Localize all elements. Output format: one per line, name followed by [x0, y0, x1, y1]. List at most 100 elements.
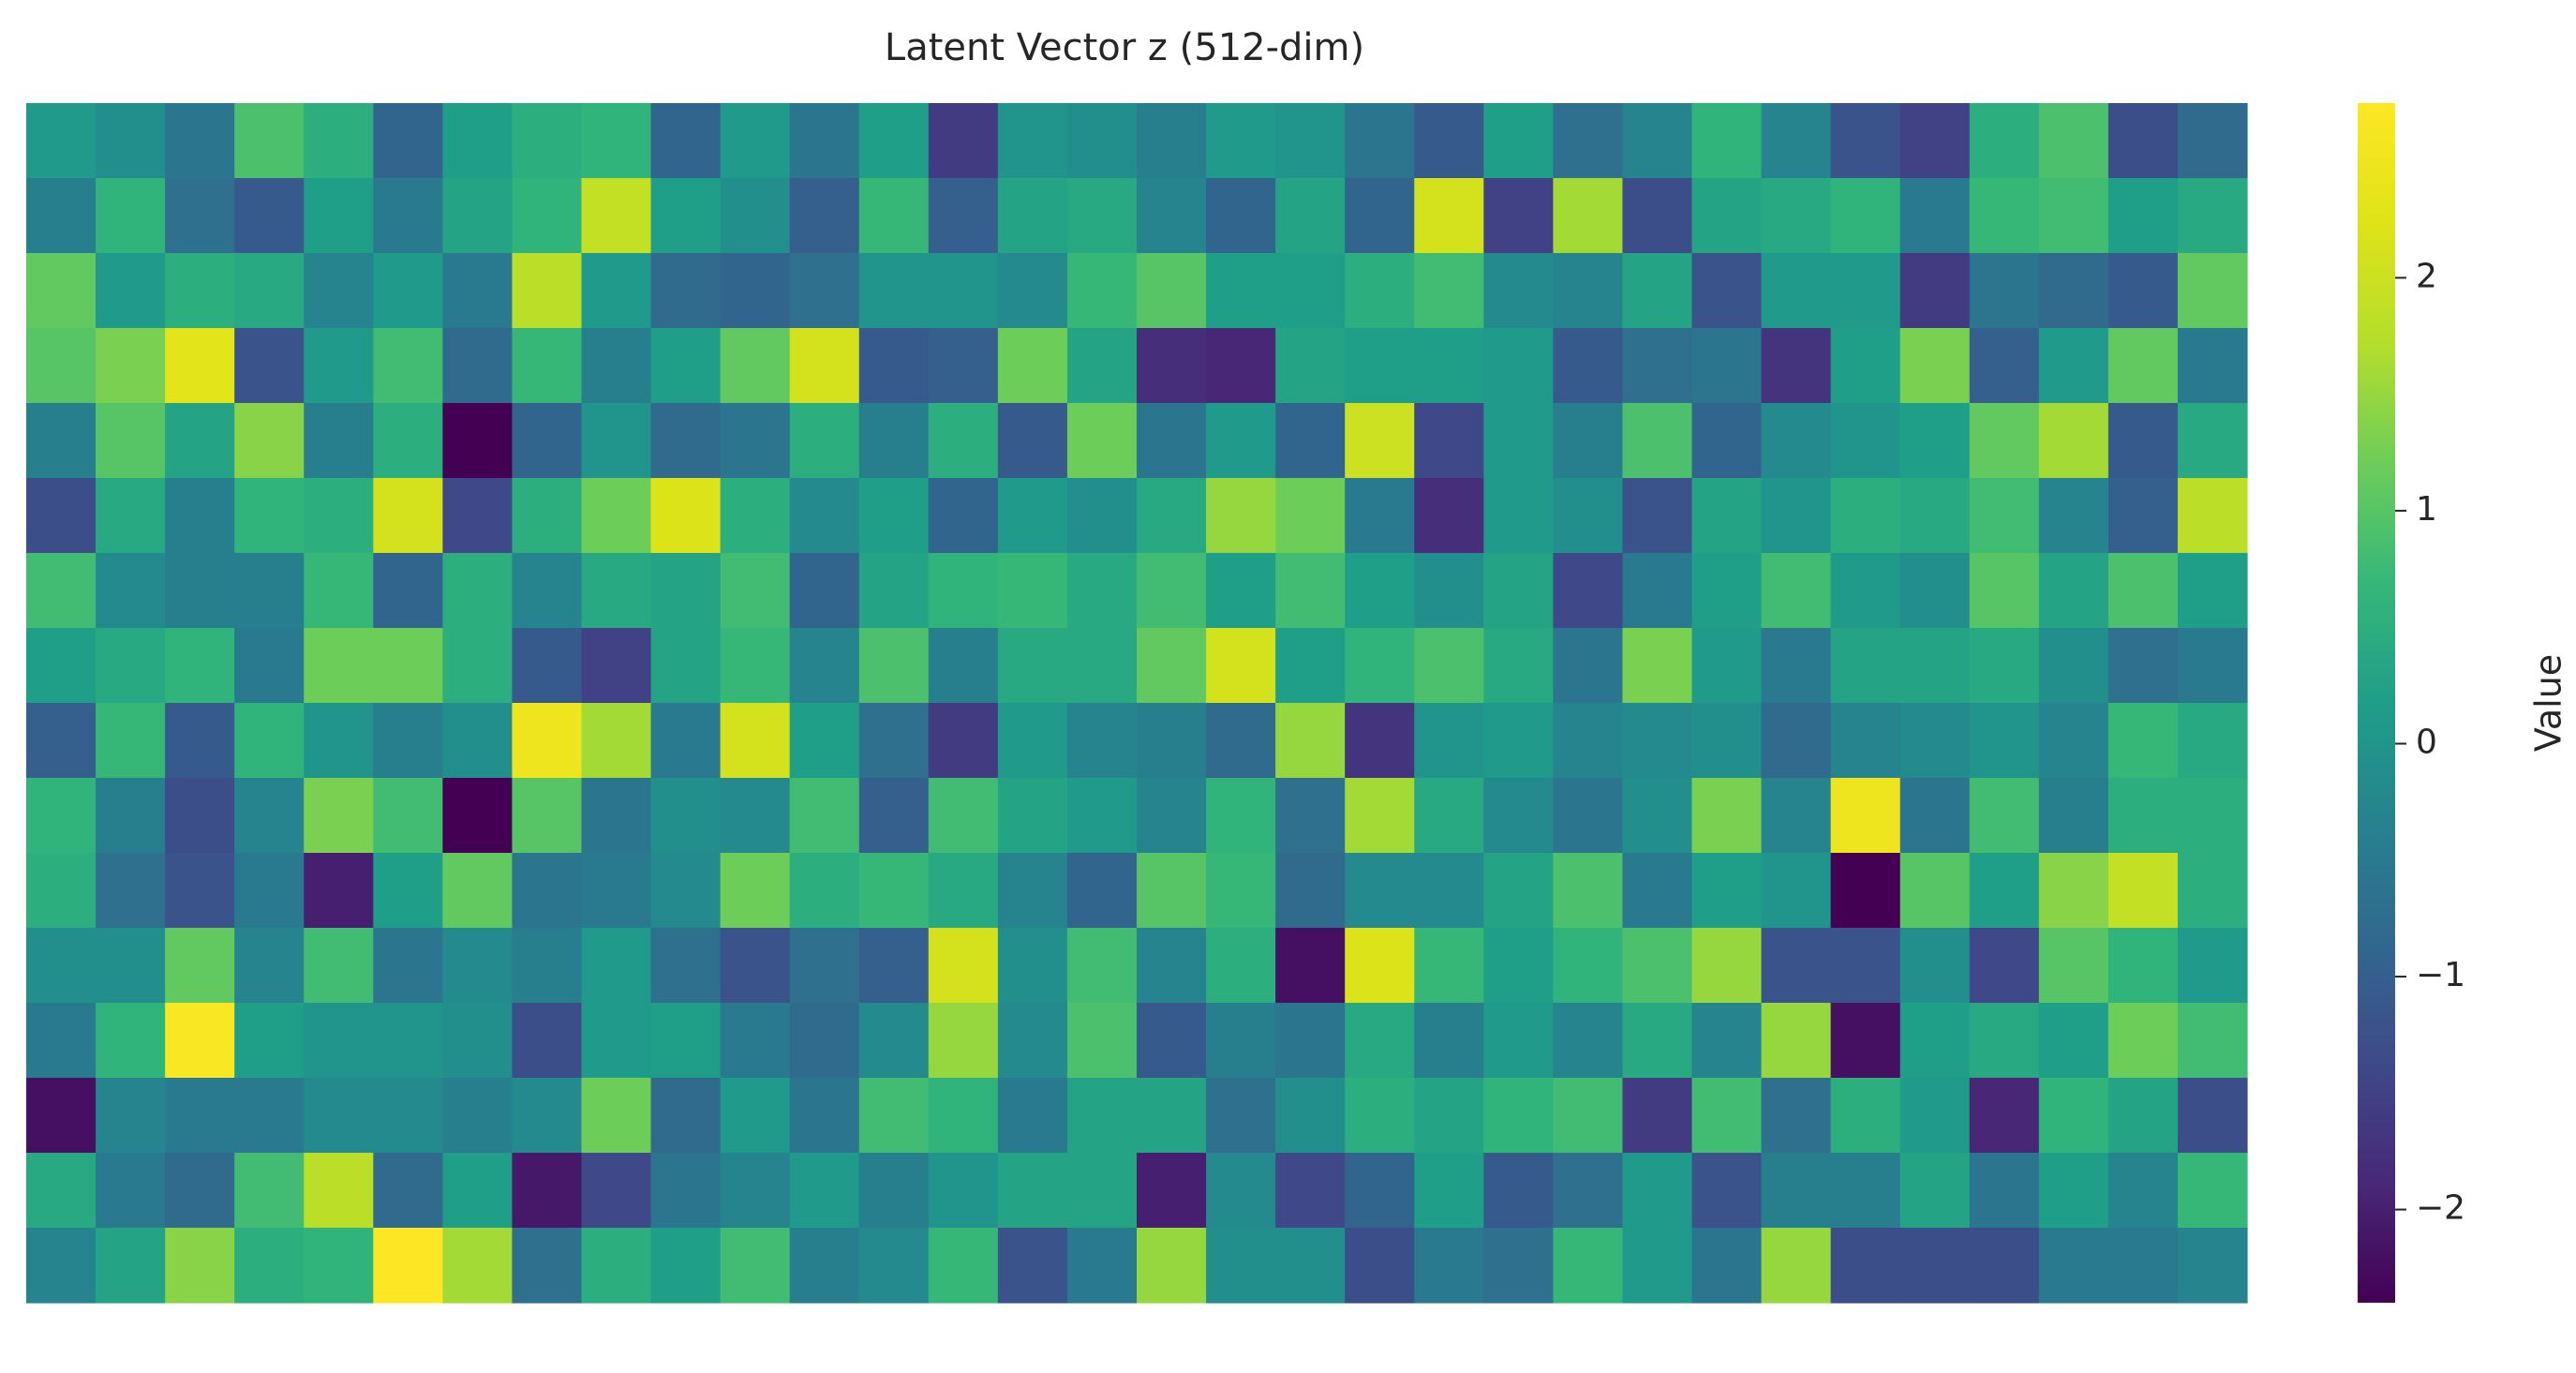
heatmap-cell — [1899, 1003, 1971, 1079]
heatmap-cell — [2038, 1153, 2109, 1229]
heatmap-cell — [96, 853, 166, 929]
heatmap-cell — [96, 478, 166, 554]
heatmap-cell — [304, 103, 374, 179]
heatmap-cell — [26, 253, 97, 329]
heatmap-cell — [997, 703, 1068, 779]
heatmap-cell — [2107, 928, 2179, 1004]
heatmap-cell — [1830, 1228, 1901, 1304]
heatmap-cell — [1483, 553, 1554, 629]
heatmap-cell — [26, 328, 97, 404]
heatmap-cell — [1275, 628, 1346, 704]
heatmap-cell — [304, 328, 374, 404]
heatmap-cell — [2038, 253, 2109, 329]
heatmap-cell — [720, 703, 791, 779]
heatmap-cell — [1830, 853, 1901, 929]
heatmap-cell — [997, 778, 1068, 854]
heatmap-cell — [234, 253, 305, 329]
heatmap-cell — [165, 1228, 235, 1304]
heatmap-cell — [512, 628, 583, 704]
heatmap-cell — [26, 553, 97, 629]
heatmap-cell — [789, 253, 860, 329]
heatmap-cell — [96, 178, 166, 254]
heatmap-cell — [1206, 1078, 1276, 1154]
colorbar-tick-label: 2 — [2416, 257, 2437, 295]
heatmap-cell — [789, 328, 860, 404]
heatmap-cell — [1830, 1003, 1901, 1079]
heatmap-cell — [1969, 778, 2040, 854]
heatmap-cell — [1137, 628, 1207, 704]
heatmap-cell — [165, 103, 235, 179]
heatmap-cell — [1830, 553, 1901, 629]
heatmap-cell — [1066, 928, 1138, 1004]
heatmap-cell — [650, 103, 722, 179]
heatmap-cell — [720, 1003, 791, 1079]
heatmap-cell — [1137, 778, 1207, 854]
heatmap-cell — [1969, 403, 2040, 479]
heatmap-cell — [373, 328, 443, 404]
heatmap-cell — [1761, 1003, 1832, 1079]
heatmap-cell — [1691, 853, 1763, 929]
heatmap-cell — [858, 1228, 930, 1304]
heatmap-cell — [1206, 778, 1276, 854]
heatmap-cell — [720, 178, 791, 254]
heatmap-cell — [2107, 328, 2179, 404]
heatmap-cell — [1830, 103, 1901, 179]
heatmap-cell — [1066, 1228, 1138, 1304]
heatmap-cell — [1137, 1228, 1207, 1304]
heatmap-cell — [512, 328, 583, 404]
heatmap-cell — [26, 928, 97, 1004]
heatmap-cell — [1275, 703, 1346, 779]
heatmap-cell — [442, 703, 514, 779]
heatmap-cell — [1137, 178, 1207, 254]
heatmap-cell — [1622, 328, 1693, 404]
heatmap-cell — [928, 328, 999, 404]
heatmap-cell — [1899, 478, 1971, 554]
heatmap-cell — [96, 1078, 166, 1154]
heatmap-cell — [1622, 103, 1693, 179]
heatmap-cell — [1414, 703, 1484, 779]
heatmap-cell — [1414, 1228, 1484, 1304]
heatmap-cell — [512, 553, 583, 629]
heatmap-cell — [1275, 778, 1346, 854]
heatmap-cell — [1691, 1078, 1763, 1154]
heatmap-cell — [581, 1003, 652, 1079]
heatmap-cell — [650, 253, 722, 329]
heatmap-cell — [96, 778, 166, 854]
heatmap-cell — [1414, 403, 1484, 479]
heatmap-cell — [1345, 553, 1415, 629]
heatmap-cell — [928, 403, 999, 479]
heatmap-cell — [1761, 628, 1832, 704]
heatmap-cell — [165, 778, 235, 854]
heatmap-cell — [1066, 628, 1138, 704]
heatmap-cell — [789, 1078, 860, 1154]
heatmap-cell — [858, 553, 930, 629]
heatmap-cell — [1206, 1003, 1276, 1079]
heatmap-cell — [1066, 1003, 1138, 1079]
heatmap-cell — [1691, 1153, 1763, 1229]
heatmap-cell — [304, 1078, 374, 1154]
heatmap-cell — [581, 253, 652, 329]
heatmap-cell — [789, 778, 860, 854]
heatmap-cell — [858, 853, 930, 929]
heatmap-cell — [1969, 178, 2040, 254]
heatmap-cell — [928, 1153, 999, 1229]
heatmap-cell — [650, 553, 722, 629]
heatmap-cell — [1206, 703, 1276, 779]
heatmap-cell — [858, 1003, 930, 1079]
heatmap-cell — [1761, 103, 1832, 179]
heatmap-cell — [2107, 853, 2179, 929]
heatmap-cell — [512, 478, 583, 554]
heatmap-cell — [1137, 553, 1207, 629]
heatmap-cell — [442, 1228, 514, 1304]
heatmap-cell — [1622, 628, 1693, 704]
heatmap-cell — [304, 928, 374, 1004]
heatmap-cell — [1066, 778, 1138, 854]
heatmap-cell — [165, 403, 235, 479]
heatmap-cell — [928, 1003, 999, 1079]
heatmap-cell — [1691, 703, 1763, 779]
heatmap-cell — [650, 928, 722, 1004]
heatmap-cell — [1761, 478, 1832, 554]
heatmap-cell — [234, 628, 305, 704]
heatmap-cell — [720, 403, 791, 479]
heatmap-cell — [928, 853, 999, 929]
